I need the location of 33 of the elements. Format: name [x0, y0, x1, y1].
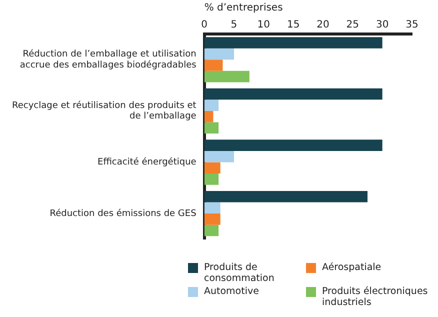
bar — [204, 122, 219, 134]
y-tick-label: Recyclage et réutilisation des produits et de l’emballage — [12, 100, 197, 122]
legend-label: Produits de consommation — [204, 262, 276, 284]
bar — [204, 190, 368, 202]
bar — [204, 214, 220, 225]
x-tick-label: 20 — [316, 20, 330, 31]
x-axis-title: % d’entreprises — [204, 2, 283, 14]
legend-label: Produits électroniques industriels — [322, 286, 429, 308]
bar — [204, 37, 382, 48]
bar — [204, 60, 223, 71]
bar — [204, 140, 382, 151]
bar — [204, 162, 220, 174]
x-tick-label: 5 — [230, 20, 238, 31]
y-tick-label: Efficacité énergétique — [98, 156, 197, 168]
x-tick-label: 25 — [346, 20, 360, 31]
x-tick-label: 30 — [376, 20, 389, 31]
bar — [204, 48, 234, 60]
bar — [204, 70, 250, 82]
x-tick-label: 35 — [406, 20, 418, 31]
bar — [204, 150, 234, 162]
x-tick-label: 15 — [286, 20, 300, 31]
y-tick-label: Réduction de l’emballage et utilisation accrue des emballages biodégradables — [20, 48, 197, 70]
bar — [204, 224, 219, 236]
x-tick-label: 0 — [201, 20, 208, 31]
bar — [204, 88, 382, 100]
legend-label: Automotive — [204, 286, 259, 297]
bar — [204, 110, 214, 122]
x-tick-label: 10 — [257, 20, 270, 31]
bar — [204, 100, 219, 111]
y-tick-label: Réduction des émissions de GES — [50, 208, 197, 219]
legend-label: Aérospatiale — [322, 262, 382, 273]
bar — [204, 174, 219, 185]
bar — [204, 202, 220, 214]
